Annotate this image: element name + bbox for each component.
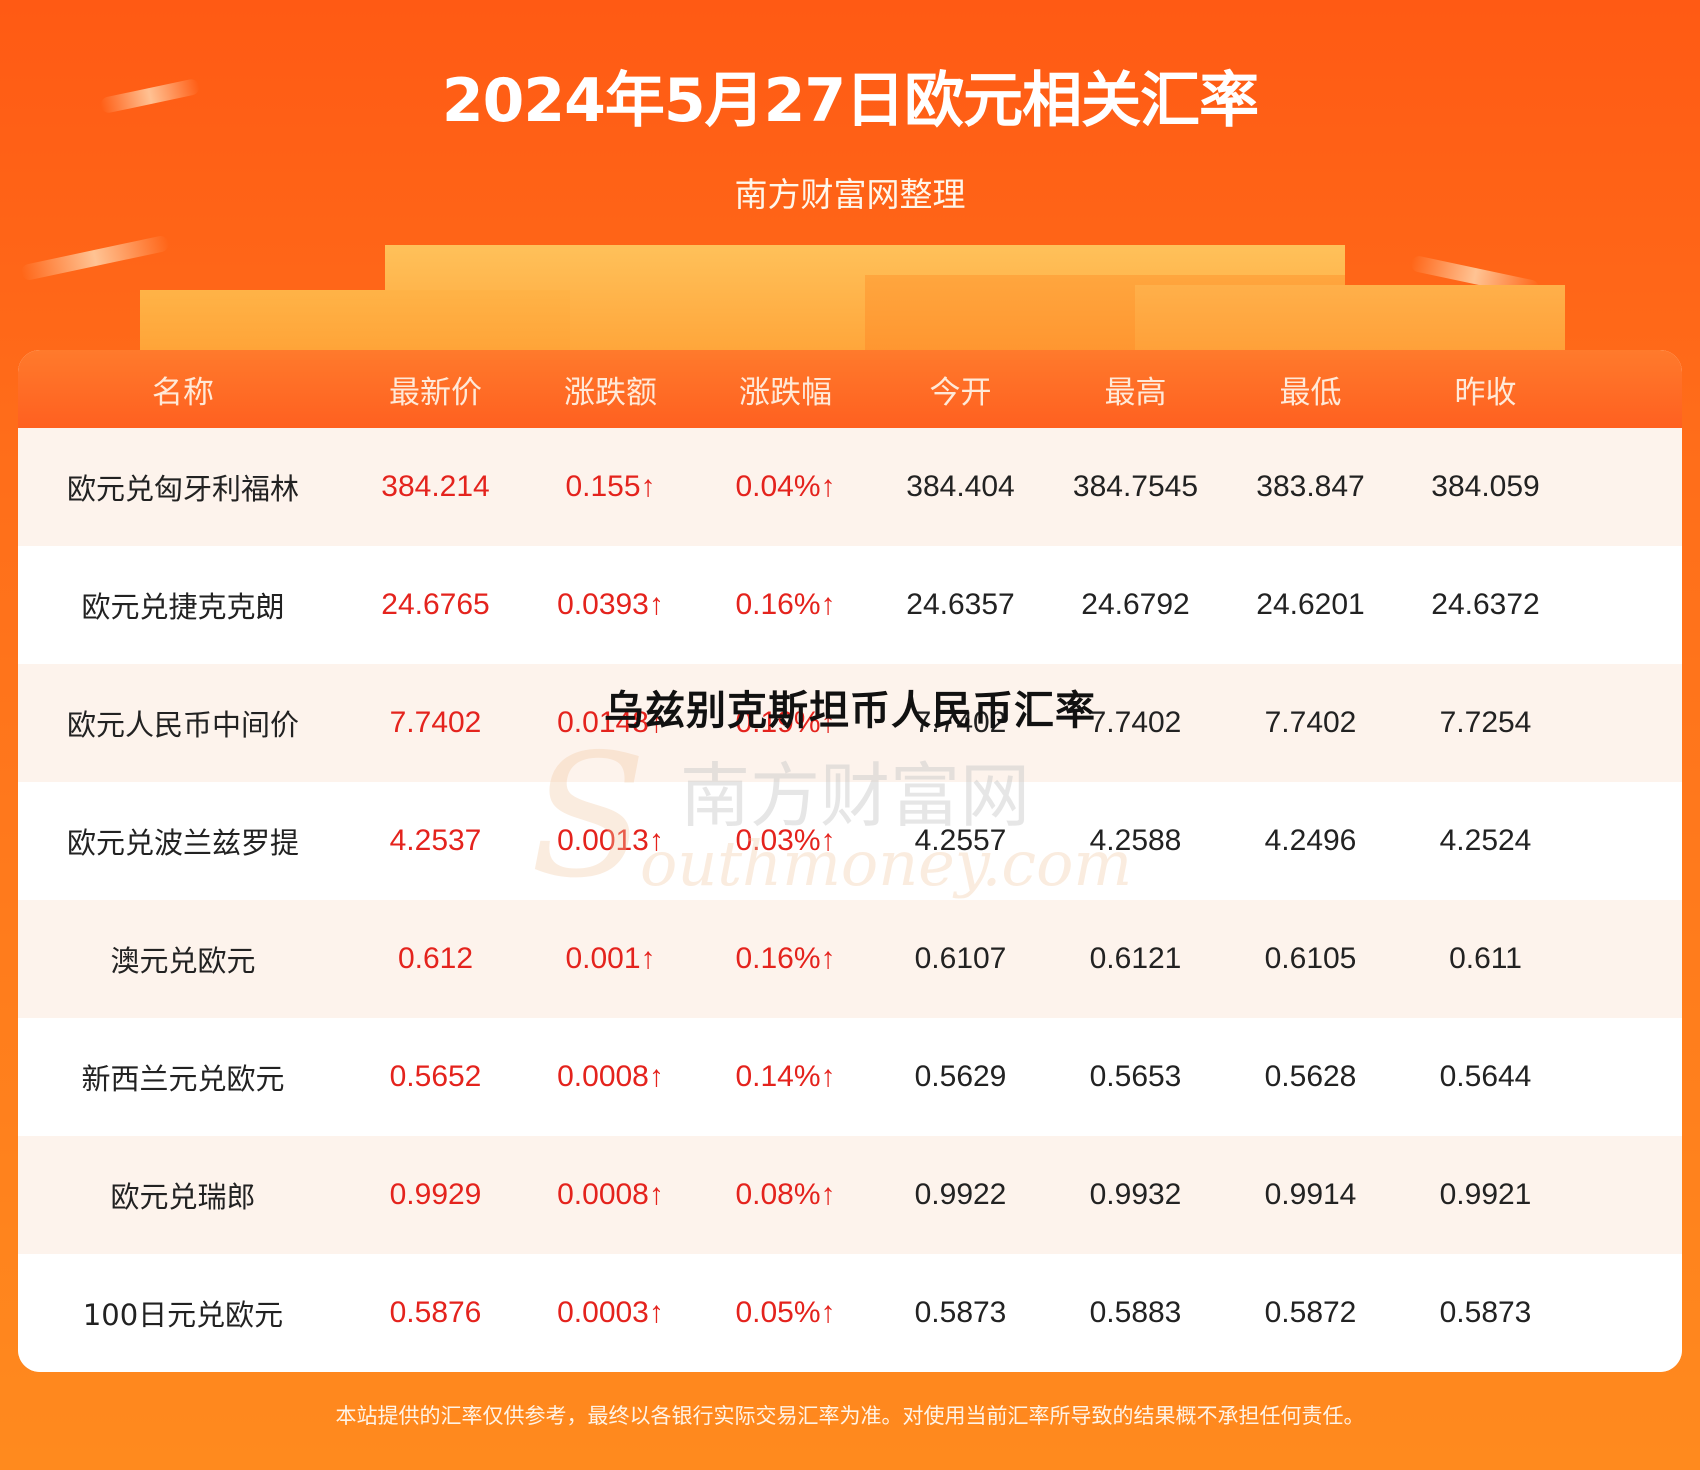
page-title: 2024年5月27日欧元相关汇率 [441, 66, 1259, 136]
disclaimer: 本站提供的汇率仅供参考，最终以各银行实际交易汇率为准。对使用当前汇率所导致的结果… [335, 1404, 1365, 1428]
open-price: 0.9922 [914, 1178, 1007, 1211]
change-percent: 0.14%↑ [735, 1060, 836, 1093]
open-price: 7.7402 [914, 706, 1007, 739]
change-percent: 0.04%↑ [735, 470, 836, 503]
change-amount: 0.0393↑ [557, 588, 664, 621]
pair-name: 欧元兑匈牙利福林 [66, 472, 299, 506]
open-price: 384.404 [906, 470, 1015, 503]
table-row: 欧元兑波兰兹罗提 4.2537 0.0013↑ 0.03%↑ 4.2557 4.2588 4… [18, 782, 1682, 900]
open-price: 4.2557 [914, 824, 1007, 857]
overlay-heading: 乌兹别克斯坦币人民币汇率 [604, 688, 1096, 734]
pair-name: 澳元兑欧元 [110, 944, 256, 978]
open-price: 0.6107 [914, 942, 1007, 975]
rates-table: 名称 最新价 涨跌额 涨跌幅 今开 最高 最低 昨收 欧元兑匈牙利福林 384.2… [18, 350, 1682, 1372]
header-prev-close: 昨收 [1454, 374, 1517, 411]
change-amount: 0.0013↑ [557, 824, 664, 857]
header-open: 今开 [929, 374, 992, 411]
page-subtitle: 南方财富网整理 [734, 175, 966, 214]
open-price: 0.5629 [914, 1060, 1007, 1093]
header-high: 最高 [1104, 374, 1167, 411]
pair-name: 欧元兑捷克克朗 [81, 590, 285, 624]
table-body: 欧元兑匈牙利福林 384.214 0.155↑ 0.04%↑ 384.404 384.75… [18, 428, 1682, 1372]
pair-name: 新西兰元兑欧元 [81, 1062, 285, 1096]
low-price: 7.7402 [1264, 706, 1357, 739]
header-change-pct: 涨跌幅 [739, 374, 832, 411]
latest-price: 24.6765 [381, 588, 490, 621]
low-price: 383.847 [1256, 470, 1365, 503]
header-low: 最低 [1279, 374, 1342, 411]
high-price: 384.7545 [1072, 470, 1199, 503]
change-percent: 0.05%↑ [735, 1296, 836, 1329]
low-price: 24.6201 [1256, 588, 1365, 621]
table-row: 欧元兑匈牙利福林 384.214 0.155↑ 0.04%↑ 384.404 384.75… [18, 428, 1682, 546]
table-row: 澳元兑欧元 0.612 0.001↑ 0.16%↑ 0.6107 0.6121 0.6105… [18, 900, 1682, 1018]
latest-price: 384.214 [381, 470, 490, 503]
light-streak [19, 234, 171, 282]
pair-name: 欧元兑瑞郎 [110, 1180, 256, 1214]
latest-price: 0.5876 [389, 1296, 482, 1329]
header-latest: 最新价 [389, 374, 482, 411]
change-amount: 0.0148↑ [557, 706, 664, 739]
low-price: 4.2496 [1264, 824, 1357, 857]
high-price: 24.6792 [1081, 588, 1190, 621]
pair-name: 欧元兑波兰兹罗提 [66, 826, 299, 860]
prev-close: 7.7254 [1439, 706, 1532, 739]
change-amount: 0.001↑ [565, 942, 656, 975]
low-price: 0.6105 [1264, 942, 1357, 975]
prev-close: 24.6372 [1431, 588, 1540, 621]
low-price: 0.9914 [1264, 1178, 1357, 1211]
high-price: 0.5653 [1089, 1060, 1182, 1093]
prev-close: 0.5873 [1439, 1296, 1532, 1329]
change-percent: 0.16%↑ [735, 942, 836, 975]
low-price: 0.5872 [1264, 1296, 1357, 1329]
table-row: 新西兰元兑欧元 0.5652 0.0008↑ 0.14%↑ 0.5629 0.5653 0.… [18, 1018, 1682, 1136]
pair-name: 100日元兑欧元 [82, 1298, 284, 1332]
high-price: 4.2588 [1089, 824, 1182, 857]
latest-price: 7.7402 [389, 706, 482, 739]
open-price: 0.5873 [914, 1296, 1007, 1329]
prev-close: 0.5644 [1439, 1060, 1532, 1093]
latest-price: 0.5652 [389, 1060, 482, 1093]
change-percent: 0.19%↑ [735, 706, 836, 739]
open-price: 24.6357 [906, 588, 1015, 621]
change-amount: 0.155↑ [565, 470, 656, 503]
header-name: 名称 [152, 374, 214, 411]
prev-close: 0.9921 [1439, 1178, 1532, 1211]
high-price: 0.9932 [1089, 1178, 1182, 1211]
header-change: 涨跌额 [564, 374, 657, 411]
table-row: 欧元兑捷克克朗 24.6765 0.0393↑ 0.16%↑ 24.6357 24.679… [18, 546, 1682, 664]
high-price: 7.7402 [1089, 706, 1182, 739]
pair-name: 欧元人民币中间价 [66, 708, 299, 742]
prev-close: 0.611 [1449, 942, 1522, 975]
prev-close: 4.2524 [1439, 824, 1532, 857]
latest-price: 4.2537 [389, 824, 482, 857]
change-amount: 0.0008↑ [557, 1060, 664, 1093]
high-price: 0.5883 [1089, 1296, 1182, 1329]
change-percent: 0.16%↑ [735, 588, 836, 621]
prev-close: 384.059 [1431, 470, 1540, 503]
table-row: 欧元兑瑞郎 0.9929 0.0008↑ 0.08%↑ 0.9922 0.9932 0.99… [18, 1136, 1682, 1254]
table-header: 名称 最新价 涨跌额 涨跌幅 今开 最高 最低 昨收 [18, 350, 1682, 428]
low-price: 0.5628 [1264, 1060, 1357, 1093]
latest-price: 0.612 [397, 942, 474, 975]
latest-price: 0.9929 [389, 1178, 482, 1211]
change-percent: 0.03%↑ [735, 824, 836, 857]
high-price: 0.6121 [1089, 942, 1182, 975]
table-row: 100日元兑欧元 0.5876 0.0003↑ 0.05%↑ 0.5873 0.5883 0… [18, 1254, 1682, 1372]
table-row: 欧元人民币中间价 7.7402 0.0148↑ 0.19%↑ 7.7402 7.7402 7… [18, 664, 1682, 782]
change-percent: 0.08%↑ [735, 1178, 836, 1211]
change-amount: 0.0008↑ [557, 1178, 664, 1211]
change-amount: 0.0003↑ [557, 1296, 664, 1329]
